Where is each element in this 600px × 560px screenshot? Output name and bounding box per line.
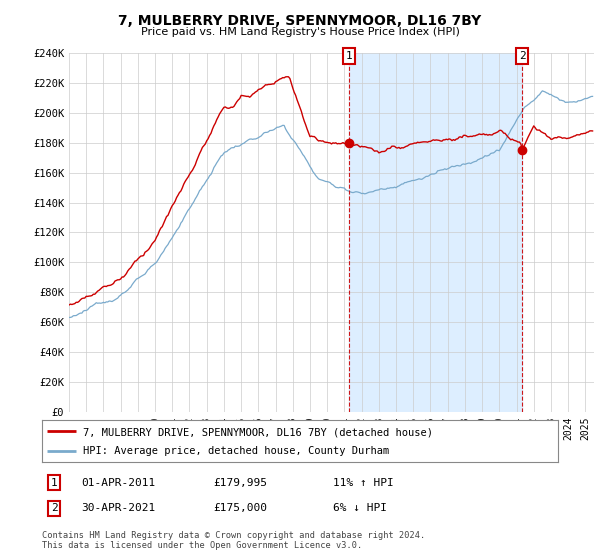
Text: £179,995: £179,995 xyxy=(213,478,267,488)
Text: 30-APR-2021: 30-APR-2021 xyxy=(81,503,155,514)
Text: HPI: Average price, detached house, County Durham: HPI: Average price, detached house, Coun… xyxy=(83,446,389,456)
Bar xyxy=(349,53,522,412)
Text: 7, MULBERRY DRIVE, SPENNYMOOR, DL16 7BY: 7, MULBERRY DRIVE, SPENNYMOOR, DL16 7BY xyxy=(118,14,482,28)
Text: Contains HM Land Registry data © Crown copyright and database right 2024.
This d: Contains HM Land Registry data © Crown c… xyxy=(42,531,425,550)
Text: 2: 2 xyxy=(50,503,58,514)
Text: 01-APR-2011: 01-APR-2011 xyxy=(81,478,155,488)
Text: 1: 1 xyxy=(50,478,58,488)
Text: 2: 2 xyxy=(519,51,526,61)
Text: 7, MULBERRY DRIVE, SPENNYMOOR, DL16 7BY (detached house): 7, MULBERRY DRIVE, SPENNYMOOR, DL16 7BY … xyxy=(83,427,433,437)
Text: £175,000: £175,000 xyxy=(213,503,267,514)
Text: 1: 1 xyxy=(346,51,352,61)
Text: Price paid vs. HM Land Registry's House Price Index (HPI): Price paid vs. HM Land Registry's House … xyxy=(140,27,460,37)
Text: 6% ↓ HPI: 6% ↓ HPI xyxy=(333,503,387,514)
Text: 11% ↑ HPI: 11% ↑ HPI xyxy=(333,478,394,488)
